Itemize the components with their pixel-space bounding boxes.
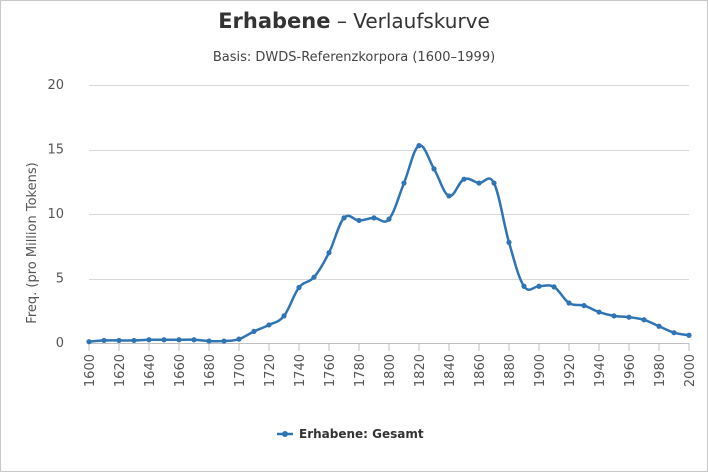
x-tick-label-1680: 1680 [203, 354, 218, 387]
series-layer [86, 143, 692, 345]
data-point-1730 [281, 313, 287, 319]
y-tick-label-5: 5 [56, 272, 64, 287]
data-point-1750 [311, 274, 317, 280]
y-axis-ticks: 0 5 10 15 20 [47, 78, 64, 351]
data-point-1840 [446, 193, 452, 199]
data-point-1980 [656, 323, 662, 329]
x-tick-label-1980: 1980 [653, 354, 668, 387]
data-point-1630 [131, 337, 137, 344]
data-point-1780 [356, 217, 362, 224]
data-point-1960 [626, 314, 632, 320]
data-point-1940 [596, 309, 602, 315]
data-point-1620 [116, 337, 122, 344]
data-point-1690 [221, 338, 227, 344]
x-tick-label-1800: 1800 [383, 354, 398, 387]
data-point-1640 [146, 337, 152, 343]
data-point-1830 [431, 166, 437, 172]
chart-title-main: Erhabene [218, 9, 330, 33]
data-point-1760 [326, 250, 332, 256]
chart-subtitle: Basis: DWDS-Referenzkorpora (1600–1999) [213, 50, 495, 65]
data-point-1970 [641, 317, 647, 323]
data-point-1720 [266, 322, 272, 328]
y-tick-label-10: 10 [47, 207, 64, 222]
y-tick-label-0: 0 [56, 336, 64, 351]
data-point-1920 [566, 300, 572, 306]
data-point-1710 [251, 328, 257, 334]
x-tick-label-1660: 1660 [173, 354, 188, 387]
x-axis: 1600 1620 1640 1660 1680 1700 1720 1740 1760 1780… [83, 343, 698, 387]
y-tick-label-20: 20 [47, 78, 64, 93]
legend-item-label: Erhabene: Gesamt [299, 427, 424, 441]
x-tick-label-1920: 1920 [563, 354, 578, 387]
data-point-1670 [191, 337, 197, 343]
data-point-1820 [416, 143, 422, 149]
x-tick-label-1640: 1640 [143, 354, 158, 387]
x-tick-label-1840: 1840 [443, 354, 458, 387]
data-point-1890 [521, 283, 527, 289]
data-point-2000 [686, 332, 692, 338]
data-point-1740 [296, 284, 302, 291]
grid-lines [89, 85, 689, 344]
x-tick-label-1620: 1620 [113, 354, 128, 387]
data-point-1910 [551, 284, 557, 290]
data-point-1930 [581, 302, 587, 309]
x-tick-label-1740: 1740 [293, 354, 308, 387]
legend-swatch-marker [282, 431, 288, 437]
data-point-1870 [491, 180, 497, 186]
data-point-1900 [536, 283, 542, 289]
x-tick-label-2000: 2000 [683, 354, 698, 387]
data-point-1880 [506, 239, 512, 245]
data-point-1790 [371, 215, 377, 221]
x-tick-label-1820: 1820 [413, 354, 428, 387]
y-axis-label: Freq. (pro Million Tokens) [25, 162, 40, 323]
data-point-1860 [476, 180, 482, 186]
data-point-1950 [611, 313, 617, 319]
data-point-1680 [206, 338, 212, 344]
x-tick-label-1760: 1760 [323, 354, 338, 387]
x-tick-label-1700: 1700 [233, 354, 248, 387]
x-tick-label-1880: 1880 [503, 354, 518, 387]
x-tick-label-1860: 1860 [473, 354, 488, 387]
data-point-1770 [341, 215, 347, 221]
chart-title-rest: – Verlaufskurve [330, 9, 489, 33]
chart-title: Erhabene – Verlaufskurve [218, 9, 490, 33]
data-point-1850 [461, 176, 467, 182]
x-tick-label-1600: 1600 [83, 354, 98, 387]
data-point-1600 [86, 339, 92, 345]
data-point-1990 [671, 330, 677, 336]
x-tick-label-1780: 1780 [353, 354, 368, 387]
data-point-1650 [161, 337, 167, 343]
x-tick-label-1900: 1900 [533, 354, 548, 387]
legend[interactable]: Erhabene: Gesamt [277, 427, 424, 441]
y-tick-label-15: 15 [47, 143, 64, 158]
data-point-1700 [236, 336, 242, 342]
data-point-1800 [386, 216, 392, 222]
data-point-1610 [101, 337, 107, 344]
data-point-1810 [401, 180, 407, 186]
x-tick-label-1720: 1720 [263, 354, 278, 387]
data-point-1660 [176, 337, 182, 343]
x-tick-label-1940: 1940 [593, 354, 608, 387]
x-tick-label-1960: 1960 [623, 354, 638, 387]
